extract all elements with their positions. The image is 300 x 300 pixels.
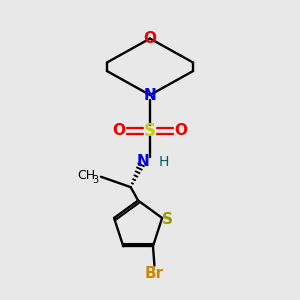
Text: CH: CH — [77, 169, 95, 182]
Text: S: S — [161, 212, 172, 227]
Text: O: O — [112, 123, 125, 138]
Text: 3: 3 — [93, 175, 99, 185]
Text: Br: Br — [145, 266, 164, 281]
Text: N: N — [144, 88, 156, 103]
Text: O: O — [143, 31, 157, 46]
Text: O: O — [175, 123, 188, 138]
Text: H: H — [159, 155, 169, 169]
Text: S: S — [144, 122, 156, 140]
Text: N: N — [136, 154, 149, 169]
